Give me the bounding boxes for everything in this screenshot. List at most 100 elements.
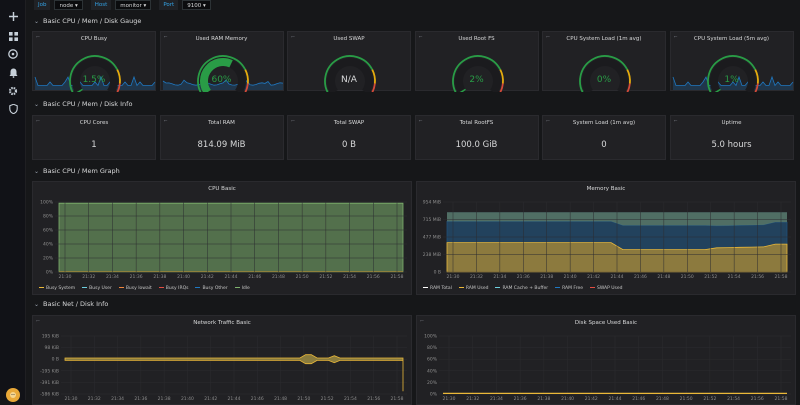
legend-item[interactable]: RAM Total [423, 286, 452, 291]
x-tick-label: 21:34 [106, 274, 119, 280]
legend-swatch [495, 286, 501, 289]
y-tick-label: 100% [40, 200, 54, 206]
dashboards-icon[interactable] [6, 29, 20, 43]
gauge-panel[interactable]: ⌐ Used SWAP N/A [287, 31, 411, 92]
legend-item[interactable]: RAM Free [555, 286, 583, 291]
panel-menu-icon[interactable]: ⌐ [36, 34, 41, 40]
y-tick-label: 954 MiB [423, 200, 441, 206]
x-tick-label: 21:48 [656, 396, 669, 402]
stat-panel[interactable]: ⌐ Total RootFS 100.0 GiB [414, 115, 539, 160]
chevron-down-icon: ⌄ [34, 100, 40, 108]
gauge-panel[interactable]: ⌐ CPU System Load (5m avg) 1% [669, 31, 794, 92]
x-tick-label: 21:36 [130, 274, 143, 280]
legend-swatch [589, 286, 595, 289]
gear-icon[interactable] [6, 84, 20, 98]
legend-label: Busy Other [202, 286, 228, 291]
cpu-basic-panel[interactable]: CPU Basic 100% 80% 60% 40% 20% 0% 21:30 21:32 21… [32, 181, 412, 295]
x-tick-label: 21:56 [367, 396, 380, 402]
row-graph[interactable]: ⌄ Basic CPU / Mem Graph [34, 167, 120, 175]
memory-basic-panel[interactable]: Memory Basic 954 MiB 715 MiB 477 MiB 238 Mi… [416, 181, 796, 295]
cpu-basic-legend: Busy System Busy User Busy Iowait Busy IRQs… [39, 286, 250, 291]
avatar[interactable] [6, 388, 20, 402]
gauge-panel[interactable]: ⌐ CPU Busy 1.5% [32, 31, 156, 92]
stat-panel[interactable]: ⌐ Uptime 5.0 hours [669, 115, 794, 160]
gauge-value: 0% [596, 75, 612, 85]
x-tick-label: 21:36 [514, 396, 527, 402]
legend-label: Busy System [46, 286, 76, 291]
x-tick-label: 21:46 [248, 274, 261, 280]
legend-label: RAM Cache + Buffer [502, 286, 549, 291]
stat-panel[interactable]: ⌐ CPU Cores 1 [32, 115, 156, 160]
legend-label: Busy IRQs [165, 286, 189, 291]
panel-menu-icon[interactable]: ⌐ [163, 118, 168, 124]
shield-icon[interactable] [6, 102, 20, 116]
panel-menu-icon[interactable]: ⌐ [418, 34, 423, 40]
x-tick-label: 21:42 [585, 396, 598, 402]
panel-menu-icon[interactable]: ⌐ [36, 118, 41, 124]
panel-menu-icon[interactable]: ⌐ [673, 118, 678, 124]
legend-item[interactable]: Busy Iowait [118, 286, 152, 291]
panel-menu-icon[interactable]: ⌐ [418, 118, 423, 124]
legend-item[interactable]: RAM Used [458, 286, 488, 291]
stat-panel[interactable]: ⌐ System Load (1m avg) 0 [542, 115, 666, 160]
gauge-dial [69, 55, 121, 92]
gauge-value: 1% [724, 75, 739, 85]
sparkline [162, 79, 283, 90]
x-tick-label: 21:34 [493, 274, 506, 280]
legend-item[interactable]: Idle [234, 286, 250, 291]
gauge-panel[interactable]: ⌐ Used Root FS 2% [414, 31, 539, 92]
network-traffic-panel[interactable]: ⌐ Network Traffic Basic 195 KiB 98 KiB 0 B… [32, 315, 412, 405]
bell-icon[interactable] [6, 66, 20, 80]
memory-basic-legend: RAM Total RAM Used RAM Cache + Buffer RAM F… [423, 286, 623, 291]
legend-item[interactable]: SWAP Used [589, 286, 623, 291]
legend-item[interactable]: RAM Cache + Buffer [495, 286, 548, 291]
panel-menu-icon[interactable]: ⌐ [163, 34, 168, 40]
disk-space-panel[interactable]: ⌐ Disk Space Used Basic 100% 80% 60% 40% 20%… [416, 315, 796, 405]
row-info[interactable]: ⌄ Basic CPU / Mem / Disk Info [34, 100, 132, 108]
panel-title: Network Traffic Basic [193, 320, 251, 326]
row-title-net: Basic Net / Disk Info [43, 300, 109, 308]
x-tick-label: 21:44 [611, 274, 624, 280]
x-tick-label: 21:32 [470, 274, 483, 280]
x-tick-label: 21:32 [88, 396, 101, 402]
explore-icon[interactable] [6, 47, 20, 61]
legend-item[interactable]: Busy System [39, 286, 75, 291]
x-tick-label: 21:56 [751, 396, 764, 402]
variable-select-job[interactable]: node ▾ [54, 0, 83, 10]
panel-menu-icon[interactable]: ⌐ [420, 318, 425, 324]
y-tick-label: 238 MiB [423, 252, 441, 258]
sparkline [34, 75, 156, 90]
variable-select-host[interactable]: monitor ▾ [115, 0, 152, 10]
x-tick-label: 21:58 [775, 274, 788, 280]
legend-item[interactable]: Busy IRQs [158, 286, 189, 291]
panel-menu-icon[interactable]: ⌐ [546, 118, 551, 124]
stat-panel[interactable]: ⌐ Total RAM 814.09 MiB [159, 115, 284, 160]
gauge-panel[interactable]: ⌐ CPU System Load (1m avg) 0% [542, 31, 666, 92]
y-tick-label: 60% [427, 357, 438, 363]
stat-panel[interactable]: ⌐ Total SWAP 0 B [287, 115, 411, 160]
panel-menu-icon[interactable]: ⌐ [291, 118, 296, 124]
row-gauge[interactable]: ⌄ Basic CPU / Mem / Disk Gauge [34, 17, 141, 25]
legend-item[interactable]: Busy Other [195, 286, 228, 291]
row-net[interactable]: ⌄ Basic Net / Disk Info [34, 300, 108, 308]
row-title-info: Basic CPU / Mem / Disk Info [43, 100, 133, 108]
panel-menu-icon[interactable]: ⌐ [546, 34, 551, 40]
x-tick-label: 21:38 [540, 274, 553, 280]
plus-icon[interactable] [6, 9, 20, 23]
panel-title: System Load (1m avg) [572, 120, 636, 126]
panel-menu-icon[interactable]: ⌐ [36, 318, 41, 324]
panel-menu-icon[interactable]: ⌐ [291, 34, 296, 40]
legend-item[interactable]: Busy User [82, 286, 112, 291]
variable-label-host: Host [90, 0, 112, 10]
legend-label: RAM Free [562, 286, 583, 291]
gauge-panel[interactable]: ⌐ Used RAM Memory 60% [159, 31, 284, 92]
x-tick-label: 21:52 [703, 396, 716, 402]
sparkline [672, 75, 793, 90]
chevron-down-icon: ⌄ [34, 167, 40, 175]
memory-basic-graph: 954 MiB 715 MiB 477 MiB 238 MiB 0 B 21:30 21:3… [423, 200, 791, 280]
legend-swatch [458, 286, 464, 289]
variable-select-port[interactable]: 9100 ▾ [182, 0, 211, 10]
panel-menu-icon[interactable]: ⌐ [673, 34, 678, 40]
stat-value: 814.09 MiB [197, 140, 246, 150]
y-tick-label: 40% [43, 242, 54, 248]
